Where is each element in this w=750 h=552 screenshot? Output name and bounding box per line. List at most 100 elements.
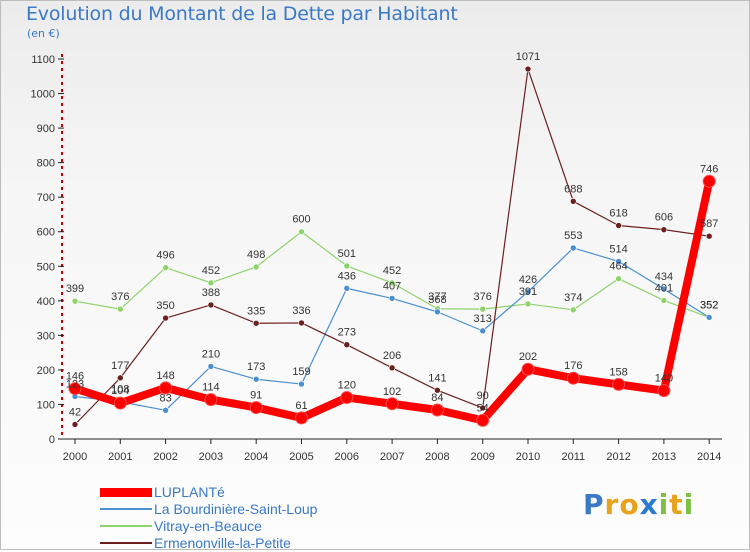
data-point-3 bbox=[434, 386, 441, 394]
data-label-3: 618 bbox=[609, 208, 627, 220]
data-label-0: 176 bbox=[564, 360, 582, 372]
data-label-0: 120 bbox=[338, 380, 356, 392]
legend-swatch-ermenonville-la-petite bbox=[100, 542, 152, 544]
legend-label-luplante: LUPLANTé bbox=[154, 484, 225, 500]
data-point-3 bbox=[479, 404, 487, 412]
data-label-1: 173 bbox=[247, 361, 265, 373]
data-label-3: 206 bbox=[383, 350, 401, 362]
data-label-2: 498 bbox=[247, 249, 265, 261]
data-label-3: 336 bbox=[292, 305, 310, 317]
data-label-2: 401 bbox=[655, 282, 673, 294]
y-tick-label: 400 bbox=[37, 296, 55, 308]
data-point-0 bbox=[159, 381, 173, 395]
data-label-3: 388 bbox=[202, 287, 220, 299]
data-point-0 bbox=[702, 174, 716, 188]
data-label-3: 1071 bbox=[516, 51, 540, 63]
x-tick-label: 2010 bbox=[516, 451, 540, 463]
y-tick-label: 500 bbox=[37, 261, 55, 273]
data-point-3 bbox=[388, 364, 396, 372]
y-tick-label: 600 bbox=[37, 227, 55, 239]
x-tick-label: 2012 bbox=[606, 451, 630, 463]
logo-letter: t bbox=[669, 488, 684, 521]
x-tick-label: 2011 bbox=[561, 451, 585, 463]
data-point-1 bbox=[207, 363, 215, 370]
data-label-1: 108 bbox=[111, 384, 129, 396]
y-axis-unit: (en €) bbox=[27, 27, 60, 40]
x-tick-label: 2004 bbox=[244, 451, 268, 463]
data-point-1 bbox=[569, 244, 577, 252]
data-point-2 bbox=[615, 275, 622, 283]
y-tick-label: 900 bbox=[37, 123, 55, 135]
data-label-1: 123 bbox=[66, 379, 84, 391]
data-label-1: 426 bbox=[519, 274, 537, 286]
data-label-3: 90 bbox=[477, 390, 489, 402]
data-point-1 bbox=[343, 285, 351, 292]
data-point-0 bbox=[68, 382, 82, 396]
legend-swatch-la-bourdiniere-saint-loup bbox=[100, 508, 152, 510]
data-point-3 bbox=[117, 374, 124, 382]
data-label-3: 177 bbox=[111, 360, 129, 372]
data-point-0 bbox=[295, 411, 308, 425]
data-point-2 bbox=[524, 300, 532, 308]
legend-swatch-luplante bbox=[100, 488, 152, 497]
data-point-1 bbox=[660, 285, 668, 293]
data-label-2: 376 bbox=[474, 291, 492, 303]
data-point-0 bbox=[657, 384, 671, 398]
data-point-2 bbox=[479, 305, 487, 313]
data-point-1 bbox=[434, 308, 441, 316]
data-label-2: 496 bbox=[156, 250, 174, 262]
logo-letter: o bbox=[619, 488, 640, 521]
data-point-2 bbox=[388, 279, 396, 287]
data-label-0: 202 bbox=[519, 351, 537, 363]
x-tick-label: 2007 bbox=[380, 451, 404, 463]
data-label-1: 368 bbox=[428, 294, 446, 306]
x-tick-label: 2003 bbox=[199, 451, 223, 463]
data-point-2 bbox=[71, 297, 79, 305]
data-point-3 bbox=[207, 301, 215, 309]
data-point-3 bbox=[660, 226, 668, 233]
data-label-2: 352 bbox=[700, 299, 718, 311]
logo-letter: r bbox=[604, 488, 620, 521]
data-label-2: 399 bbox=[66, 283, 84, 295]
y-tick-label: 700 bbox=[37, 192, 55, 204]
axes: 0 100 200 300 400 500 600 700 800 900 1000 1100 2000… bbox=[31, 54, 722, 463]
data-label-1: 436 bbox=[338, 270, 356, 282]
y-tick-label: 1000 bbox=[31, 89, 55, 101]
data-point-2 bbox=[252, 263, 260, 271]
data-label-1: 159 bbox=[292, 366, 310, 378]
data-point-1 bbox=[705, 314, 713, 321]
data-label-0: 114 bbox=[202, 382, 220, 394]
logo-letter: x bbox=[639, 488, 659, 521]
data-point-2 bbox=[162, 264, 169, 271]
data-point-0 bbox=[385, 397, 399, 411]
y-tick-label: 100 bbox=[37, 399, 55, 411]
x-tick-label: 2005 bbox=[289, 451, 313, 463]
data-point-0 bbox=[113, 396, 127, 410]
data-point-3 bbox=[343, 341, 351, 348]
legend-label-la-bourdiniere-saint-loup: La Bourdinière-Saint-Loup bbox=[154, 501, 318, 517]
data-label-1: 553 bbox=[564, 230, 582, 242]
data-point-2 bbox=[117, 305, 124, 313]
data-label-3: 273 bbox=[338, 327, 356, 339]
data-label-2: 452 bbox=[383, 265, 401, 277]
x-tick-label: 2000 bbox=[63, 451, 87, 463]
data-label-3: 606 bbox=[655, 212, 673, 224]
data-point-1 bbox=[298, 380, 305, 388]
data-label-0: 146 bbox=[66, 371, 84, 383]
data-label-0: 140 bbox=[655, 373, 673, 385]
data-point-2 bbox=[660, 297, 668, 304]
x-tick-label: 2009 bbox=[470, 451, 494, 463]
data-label-2: 600 bbox=[292, 214, 310, 226]
data-point-2 bbox=[343, 262, 351, 270]
data-label-0: 104 bbox=[111, 385, 129, 397]
data-label-0: 84 bbox=[431, 392, 443, 404]
legend-label-vitray-en-beauce: Vitray-en-Beauce bbox=[154, 518, 262, 534]
proxiti-logo: Proxiti bbox=[583, 488, 694, 521]
data-label-0: 61 bbox=[295, 400, 307, 412]
data-label-3: 335 bbox=[247, 305, 265, 317]
data-label-1: 83 bbox=[159, 392, 171, 404]
x-tick-label: 2002 bbox=[153, 451, 177, 463]
data-point-0 bbox=[204, 393, 218, 407]
data-label-3: 587 bbox=[700, 218, 718, 230]
